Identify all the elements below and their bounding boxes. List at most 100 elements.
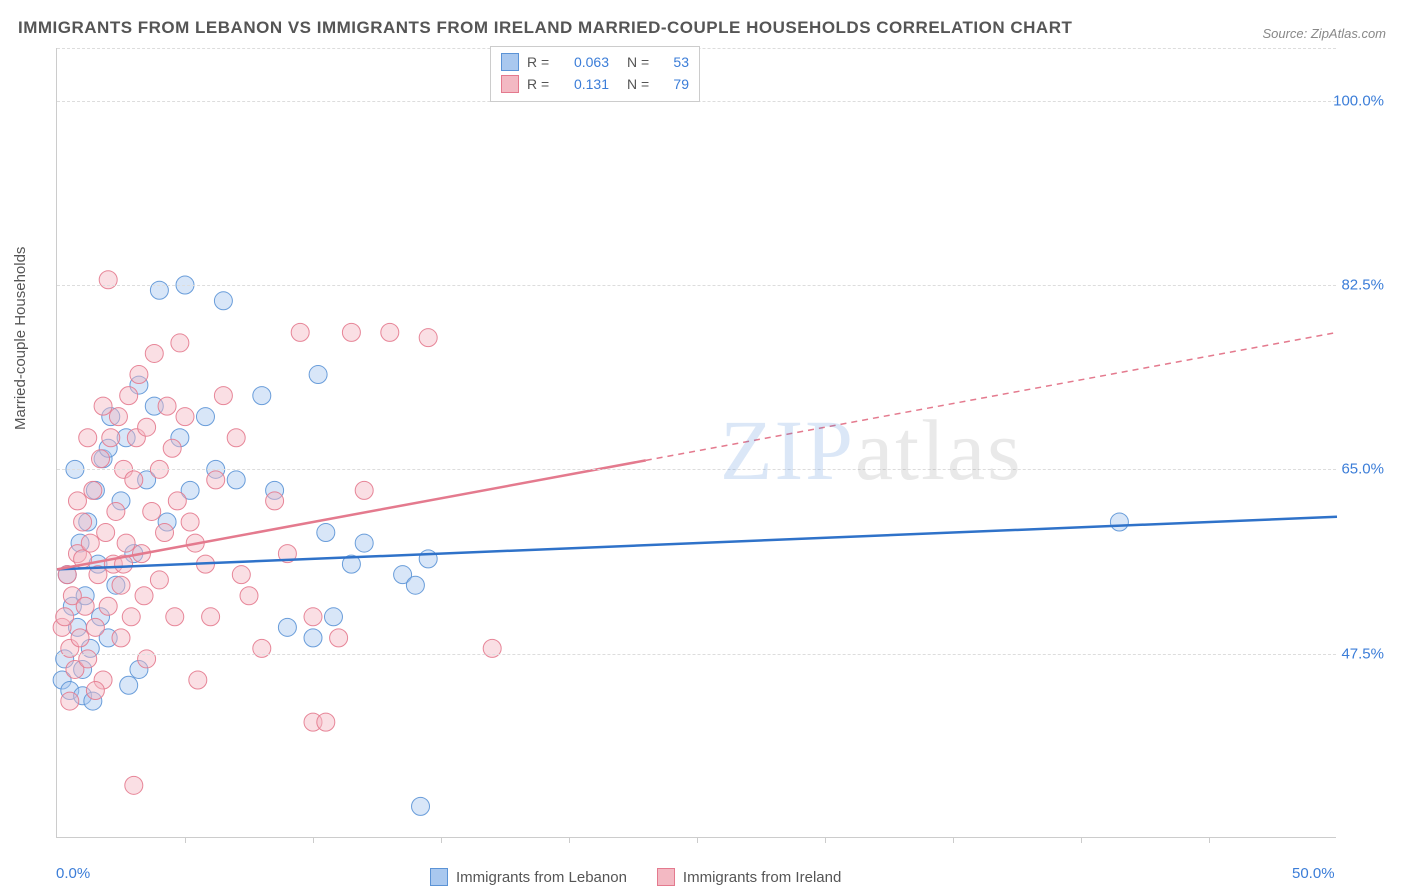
data-point	[86, 618, 104, 636]
data-point	[304, 608, 322, 626]
data-point	[189, 671, 207, 689]
y-axis-label: Married-couple Households	[12, 247, 29, 430]
n-label: N =	[627, 76, 651, 92]
data-point	[232, 566, 250, 584]
data-point	[94, 397, 112, 415]
trend-line-dashed	[646, 332, 1337, 460]
swatch-ireland	[501, 75, 519, 93]
data-point	[330, 629, 348, 647]
y-tick-label: 100.0%	[1333, 92, 1384, 109]
data-point	[138, 650, 156, 668]
data-point	[143, 502, 161, 520]
data-point	[138, 418, 156, 436]
data-point	[71, 629, 89, 647]
data-point	[150, 281, 168, 299]
data-point	[163, 439, 181, 457]
data-point	[207, 471, 225, 489]
x-tick	[313, 837, 314, 843]
data-point	[196, 408, 214, 426]
data-point	[68, 492, 86, 510]
legend-label-ireland: Immigrants from Ireland	[683, 869, 841, 886]
data-point	[406, 576, 424, 594]
source-label: Source: ZipAtlas.com	[1262, 26, 1386, 41]
trend-line	[57, 517, 1337, 570]
x-tick	[953, 837, 954, 843]
swatch-lebanon	[501, 53, 519, 71]
gridline	[57, 285, 1336, 286]
y-tick-label: 65.0%	[1341, 461, 1384, 478]
data-point	[112, 576, 130, 594]
legend-item-ireland: Immigrants from Ireland	[657, 868, 841, 886]
chart-svg	[57, 48, 1336, 837]
y-tick-label: 82.5%	[1341, 277, 1384, 294]
data-point	[278, 618, 296, 636]
legend-item-lebanon: Immigrants from Lebanon	[430, 868, 627, 886]
data-point	[125, 471, 143, 489]
data-point	[79, 429, 97, 447]
data-point	[125, 776, 143, 794]
n-label: N =	[627, 54, 651, 70]
data-point	[168, 492, 186, 510]
data-point	[181, 513, 199, 531]
data-point	[419, 329, 437, 347]
data-point	[158, 397, 176, 415]
data-point	[156, 524, 174, 542]
data-point	[86, 682, 104, 700]
data-point	[122, 608, 140, 626]
data-point	[99, 271, 117, 289]
data-point	[317, 524, 335, 542]
data-point	[324, 608, 342, 626]
x-tick	[697, 837, 698, 843]
data-point	[214, 292, 232, 310]
data-point	[135, 587, 153, 605]
data-point	[76, 597, 94, 615]
data-point	[120, 387, 138, 405]
x-tick	[825, 837, 826, 843]
x-tick	[1081, 837, 1082, 843]
data-point	[120, 676, 138, 694]
plot-area	[56, 48, 1336, 838]
y-tick-label: 47.5%	[1341, 645, 1384, 662]
x-tick-label: 50.0%	[1292, 865, 1335, 882]
legend-label-lebanon: Immigrants from Lebanon	[456, 869, 627, 886]
data-point	[84, 481, 102, 499]
data-point	[266, 492, 284, 510]
data-point	[97, 524, 115, 542]
data-point	[99, 597, 117, 615]
chart-title: IMMIGRANTS FROM LEBANON VS IMMIGRANTS FR…	[18, 18, 1072, 38]
legend-stats: R = 0.063 N = 53 R = 0.131 N = 79	[490, 46, 700, 102]
r-label: R =	[527, 76, 555, 92]
r-value-2: 0.131	[563, 76, 609, 92]
data-point	[56, 608, 74, 626]
data-point	[253, 639, 271, 657]
n-value-2: 79	[659, 76, 689, 92]
legend-series: Immigrants from Lebanon Immigrants from …	[430, 868, 841, 886]
data-point	[240, 587, 258, 605]
data-point	[130, 366, 148, 384]
x-tick	[569, 837, 570, 843]
data-point	[483, 639, 501, 657]
data-point	[202, 608, 220, 626]
x-tick-label: 0.0%	[56, 865, 90, 882]
data-point	[109, 408, 127, 426]
data-point	[61, 692, 79, 710]
data-point	[107, 502, 125, 520]
data-point	[112, 629, 130, 647]
data-point	[291, 323, 309, 341]
data-point	[309, 366, 327, 384]
data-point	[79, 650, 97, 668]
swatch-ireland-bottom	[657, 868, 675, 886]
data-point	[145, 344, 163, 362]
data-point	[176, 408, 194, 426]
n-value-1: 53	[659, 54, 689, 70]
x-tick	[441, 837, 442, 843]
data-point	[150, 571, 168, 589]
data-point	[171, 334, 189, 352]
legend-stats-row-2: R = 0.131 N = 79	[501, 73, 689, 95]
gridline	[57, 654, 1336, 655]
data-point	[419, 550, 437, 568]
r-value-1: 0.063	[563, 54, 609, 70]
data-point	[412, 797, 430, 815]
data-point	[355, 534, 373, 552]
data-point	[166, 608, 184, 626]
